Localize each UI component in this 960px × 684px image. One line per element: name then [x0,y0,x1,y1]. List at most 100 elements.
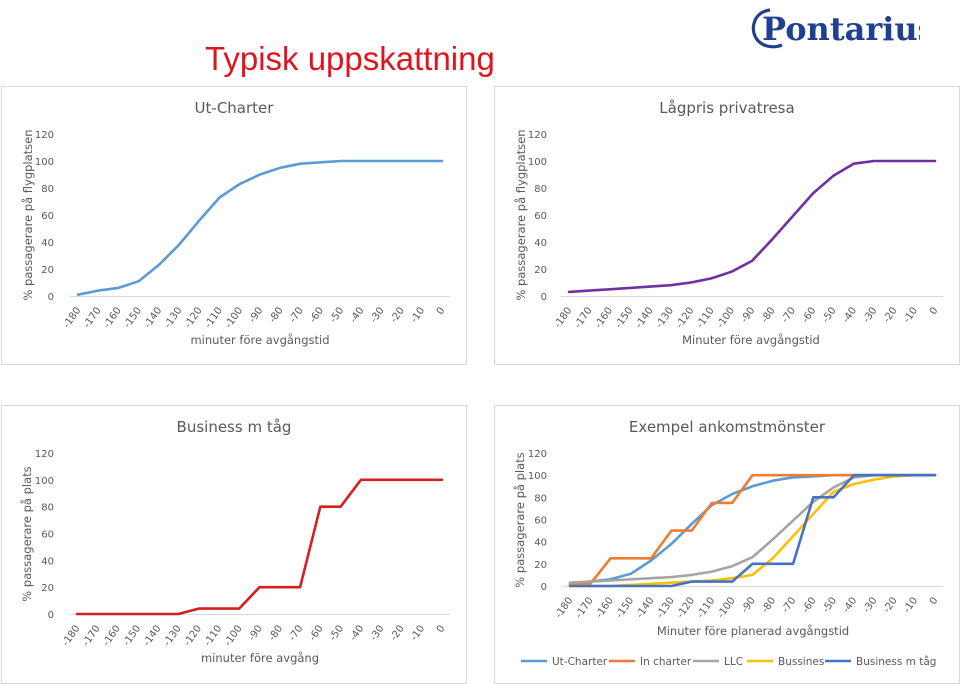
x-tick-label: -130 [163,305,185,330]
x-tick-label: -20 [881,305,899,325]
x-tick-label: -140 [142,305,164,330]
y-tick-label: 80 [534,493,547,504]
legend-label: In charter [640,656,692,668]
x-tick-label: -180 [552,305,574,330]
chart-exempel-ankomstmonster: Exempel ankomstmönster % passagerare på p… [513,418,943,668]
series-line-business-m-t-g [568,473,937,588]
x-tick-label: -60 [308,305,326,325]
x-tick-label: -130 [162,623,184,648]
logo-text: Pontarius [762,10,920,48]
x-tick-label: -20 [389,305,407,325]
y-tick-label: 60 [41,211,54,222]
y-tick-label: 20 [41,265,54,276]
y-tick-label: 40 [534,238,547,249]
x-tick-label: -90 [739,305,757,325]
x-tick-label: -40 [348,623,366,643]
y-tick-label: 120 [35,449,54,460]
y-tick-label: 0 [48,292,54,303]
x-tick-label: -160 [593,305,615,330]
x-tick-label: -40 [841,305,859,325]
x-tick-label: -150 [613,305,635,330]
x-tick-label: -160 [102,305,124,330]
x-axis-label: Minuter före planerad avgångstid [657,624,849,638]
x-tick-label: -150 [121,623,143,648]
y-axis-label: % passagerare på plats [513,452,527,587]
x-tick-label: -120 [674,305,696,330]
series-line-bussines [568,473,937,588]
y-tick-label: 80 [41,503,54,514]
x-tick-label: -110 [695,305,717,330]
y-axis-label: % passagerare på flygplatsen [514,129,528,300]
x-tick-label: -140 [634,305,656,330]
x-tick-label: -50 [820,305,838,325]
y-tick-label: 60 [534,211,547,222]
x-tick-label: -170 [81,623,103,648]
chart-lagpris-privatresa: Lågpris privatresa % passagerare på flygp… [514,99,943,347]
x-tick-label: -120 [182,623,204,648]
y-tick-label: 80 [41,184,54,195]
y-tick-label: 0 [541,582,547,593]
x-tick-label: -130 [654,305,676,330]
x-tick-label: -130 [655,595,677,620]
series-line-llc [568,473,937,584]
x-tick-label: -140 [635,595,657,620]
x-tick-label: -180 [61,305,83,330]
x-axis-label: Minuter före avgångstid [682,333,820,347]
y-tick-label: 120 [528,449,547,460]
y-tick-label: 20 [41,583,54,594]
x-tick-label: -100 [223,623,245,648]
x-tick-label: -10 [902,595,920,615]
x-tick-label: -80 [760,595,778,615]
x-tick-label: -160 [594,595,616,620]
x-tick-label: -40 [841,595,859,615]
y-tick-label: 60 [41,530,54,541]
series-line-ut-charter [568,473,937,587]
x-tick-label: -80 [267,305,285,325]
pontarius-logo: Pontarius [748,4,936,61]
y-tick-label: 120 [528,130,547,141]
y-tick-label: 0 [48,610,54,621]
x-tick-label: -50 [821,595,839,615]
x-tick-label: -60 [307,623,325,643]
x-tick-label: -90 [247,305,265,325]
x-tick-label: -70 [780,305,798,325]
x-tick-label: -10 [902,305,920,325]
x-tick-label: -140 [142,623,164,648]
x-tick-label: -120 [183,305,205,330]
legend-label: LLC [724,656,743,668]
x-tick-label: 0 [435,623,448,635]
x-tick-label: -80 [267,623,285,643]
x-tick-label: -50 [328,305,346,325]
logo-mark-icon: Pontarius [751,8,936,49]
chart-title: Exempel ankomstmönster [629,418,826,436]
x-tick-label: -120 [675,595,697,620]
x-tick-label: -30 [368,305,386,325]
x-tick-label: -110 [695,595,717,620]
y-tick-label: 100 [35,157,54,168]
chart-title: Ut-Charter [195,99,275,117]
series-line [567,159,937,294]
chart-panel-business: Business m tåg % passagerare på plats 0 20 4… [1,405,467,684]
chart-title: Business m tåg [177,418,292,436]
x-tick-label: -20 [882,595,900,615]
y-tick-label: 20 [534,560,547,571]
x-tick-label: -70 [780,595,798,615]
x-tick-label: -20 [389,623,407,643]
x-tick-label: 0 [435,305,448,317]
x-axis-label: minuter före avgång [201,651,319,665]
y-tick-label: 60 [534,516,547,527]
x-tick-label: -30 [861,305,879,325]
chart-panel-ut-charter: Ut-Charter % passagerare på flygplatsen 0 2… [1,86,467,365]
x-tick-label: -80 [759,305,777,325]
chart-title: Lågpris privatresa [659,99,794,117]
x-tick-label: -70 [288,305,306,325]
chart-panel-exempel: Exempel ankomstmönster % passagerare på p… [494,405,960,684]
x-tick-label: -30 [368,623,386,643]
series-line-in-charter [568,473,937,586]
x-tick-label: 0 [928,595,941,607]
x-tick-label: -150 [122,305,144,330]
y-tick-label: 40 [41,238,54,249]
x-tick-label: -150 [614,595,636,620]
x-tick-label: -170 [82,305,104,330]
legend-label: Ut-Charter [552,656,608,668]
